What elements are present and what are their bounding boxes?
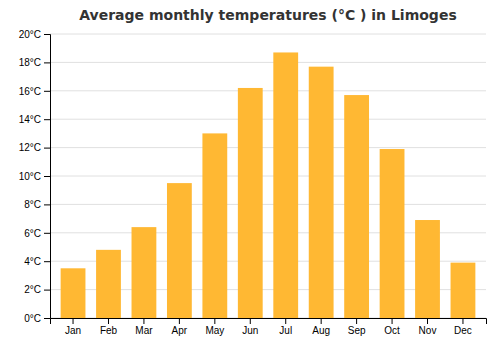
tick-label: Jun [242,325,258,336]
x-axis: Jan Feb Mar Apr May Jun Jul Aug Sep Oct Nov Dec [51,318,487,336]
tick-label: 8°C [24,199,41,210]
tick-mark [44,119,50,120]
tick-mark [44,290,50,291]
bar [451,263,476,318]
tick: Sep [348,318,366,336]
tick: 8°C [24,199,50,210]
grid-line [50,119,486,120]
tick: 14°C [19,114,50,125]
tick-label: 16°C [19,86,41,97]
tick-mark [44,62,50,63]
tick-mark [179,318,180,324]
tick-mark [44,91,50,92]
tick-label: 4°C [24,256,41,267]
grid-line [50,34,486,35]
tick-mark [44,204,50,205]
bar [202,133,227,318]
tick-mark [108,318,109,324]
grid-line [50,90,486,91]
tick-label: Dec [454,325,472,336]
tick-label: Feb [100,325,118,336]
tick-label: Jul [279,325,292,336]
tick: 0°C [24,313,50,324]
grid-line [50,147,486,148]
tick: Mar [135,318,153,336]
tick-mark [44,176,50,177]
tick: 20°C [19,29,50,40]
bar [273,52,298,318]
tick-label: 14°C [19,114,41,125]
tick-mark [462,318,463,324]
plot: 0°C 2°C 4°C 6°C 8°C 10°C 12°C 14°C 16°C 18°C 20°C J… [19,29,487,336]
tick: Aug [312,318,330,336]
tick-mark [356,318,357,324]
tick: Feb [100,318,118,336]
bars [61,52,476,318]
tick-mark [73,318,74,324]
tick: 16°C [19,86,50,97]
tick-label: Jan [65,325,81,336]
grid [50,34,486,318]
bar [96,250,121,318]
tick-mark [44,148,50,149]
y-axis: 0°C 2°C 4°C 6°C 8°C 10°C 12°C 14°C 16°C 18°C 20°C [19,29,51,324]
tick-mark [392,318,393,324]
title: Average monthly temperatures (°C ) in Li… [79,7,456,23]
tick: Jul [279,318,292,336]
tick-mark [44,261,50,262]
tick-label: Mar [135,325,153,336]
tick: Jun [242,318,258,336]
tick-mark [143,318,144,324]
chart: 0°C 2°C 4°C 6°C 8°C 10°C 12°C 14°C 16°C 18°C 20°C J… [0,0,500,350]
tick-label: Nov [419,325,437,336]
tick-label: 0°C [24,313,41,324]
bar [132,227,157,318]
tick-label: Aug [312,325,330,336]
grid-line [50,62,486,63]
bar [380,149,405,318]
tick-label: 10°C [19,171,41,182]
tick-label: 18°C [19,57,41,68]
tick-mark [321,318,322,324]
bar [415,220,440,318]
tick: Oct [384,318,400,336]
tick: 6°C [24,228,50,239]
tick-mark [44,318,50,319]
bar [238,88,263,318]
tick: 12°C [19,142,50,153]
tick-label: 12°C [19,142,41,153]
tick-label: Apr [172,325,188,336]
tick: Nov [419,318,437,336]
tick-mark [214,318,215,324]
tick: Apr [172,318,188,336]
tick-label: 2°C [24,284,41,295]
tick: Jan [65,318,81,336]
tick: 2°C [24,284,50,295]
axis-domain [51,319,487,325]
tick-mark [44,34,50,35]
bar [167,183,192,318]
bar [344,95,369,318]
bar [61,268,86,318]
tick-mark [250,318,251,324]
axis-domain [44,35,51,319]
tick: 4°C [24,256,50,267]
tick: 18°C [19,57,50,68]
tick-mark [285,318,286,324]
tick-label: 20°C [19,29,41,40]
tick-mark [44,233,50,234]
tick-label: 6°C [24,228,41,239]
tick-mark [427,318,428,324]
grid-line [50,176,486,177]
tick-label: May [205,325,224,336]
bar [309,67,334,318]
tick: Dec [454,318,472,336]
tick: 10°C [19,171,50,182]
tick-label: Oct [384,325,400,336]
tick-label: Sep [348,325,366,336]
tick: May [205,318,224,336]
grid-line [50,204,486,205]
